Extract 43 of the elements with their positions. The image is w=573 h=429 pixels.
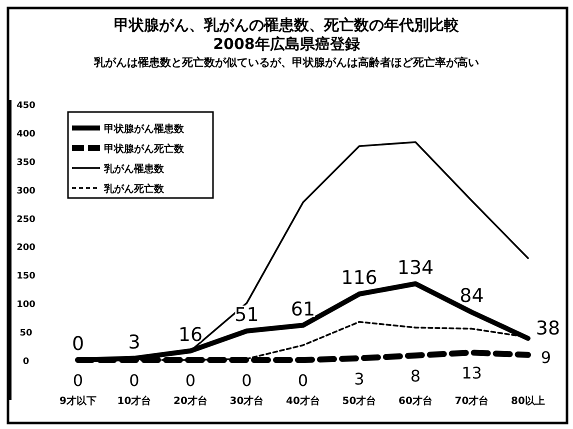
- legend-label: 甲状腺がん罹患数: [104, 123, 185, 135]
- y-tick-label: 150: [16, 272, 36, 282]
- data-label: 9: [540, 348, 552, 367]
- data-label: 16: [178, 324, 203, 346]
- y-tick-label: 450: [16, 101, 36, 111]
- data-label: 0: [185, 371, 196, 390]
- data-label: 0: [72, 333, 84, 355]
- data-label: 51: [234, 304, 259, 326]
- y-tick-label: 400: [16, 129, 36, 140]
- y-tick-label: 250: [16, 214, 36, 225]
- legend-label: 乳がん死亡数: [103, 183, 165, 195]
- data-label: 13: [462, 364, 482, 383]
- y-tick-label: 300: [16, 186, 36, 196]
- x-tick-label: 50才台: [342, 395, 376, 407]
- x-tick-label: 80以上: [511, 395, 545, 407]
- y-tick-label: 350: [16, 158, 36, 168]
- data-label: 0: [129, 371, 140, 390]
- legend-label: 乳がん罹患数: [103, 163, 165, 175]
- x-tick-label: 60才台: [398, 395, 432, 407]
- legend-label: 甲状腺がん死亡数: [104, 143, 185, 155]
- x-tick-label: 10才台: [117, 395, 152, 407]
- x-tick-label: 70才台: [454, 395, 489, 407]
- x-tick-label: 9才以下: [60, 395, 96, 407]
- data-label: 3: [128, 331, 140, 354]
- data-label: 134: [397, 256, 434, 279]
- x-tick-label: 20才台: [174, 395, 208, 407]
- data-label: 8: [410, 366, 421, 386]
- data-label: 0: [72, 371, 84, 390]
- data-label: 0: [242, 371, 252, 390]
- y-tick-label: 100: [16, 300, 36, 310]
- y-tick-label: 0: [22, 357, 30, 367]
- x-tick-label: 30才台: [230, 395, 264, 407]
- data-label: 116: [341, 267, 378, 290]
- data-label: 3: [354, 369, 364, 388]
- data-label: 0: [298, 371, 308, 390]
- y-tick-label: 200: [16, 243, 36, 254]
- x-tick-label: 40才台: [286, 395, 320, 407]
- y-tick-label: 50: [20, 328, 32, 339]
- data-label: 38: [536, 317, 560, 340]
- chart-subtitle: 乳がんは罹患数と死亡数が似ているが、甲状腺がんは高齢者ほど死亡率が高い: [93, 56, 479, 69]
- data-label: 61: [290, 298, 316, 320]
- chart-title: 甲状腺がん、乳がんの罹患数、死亡数の年代別比較 2008年広島県癌登録: [114, 16, 460, 53]
- data-label: 84: [460, 285, 484, 308]
